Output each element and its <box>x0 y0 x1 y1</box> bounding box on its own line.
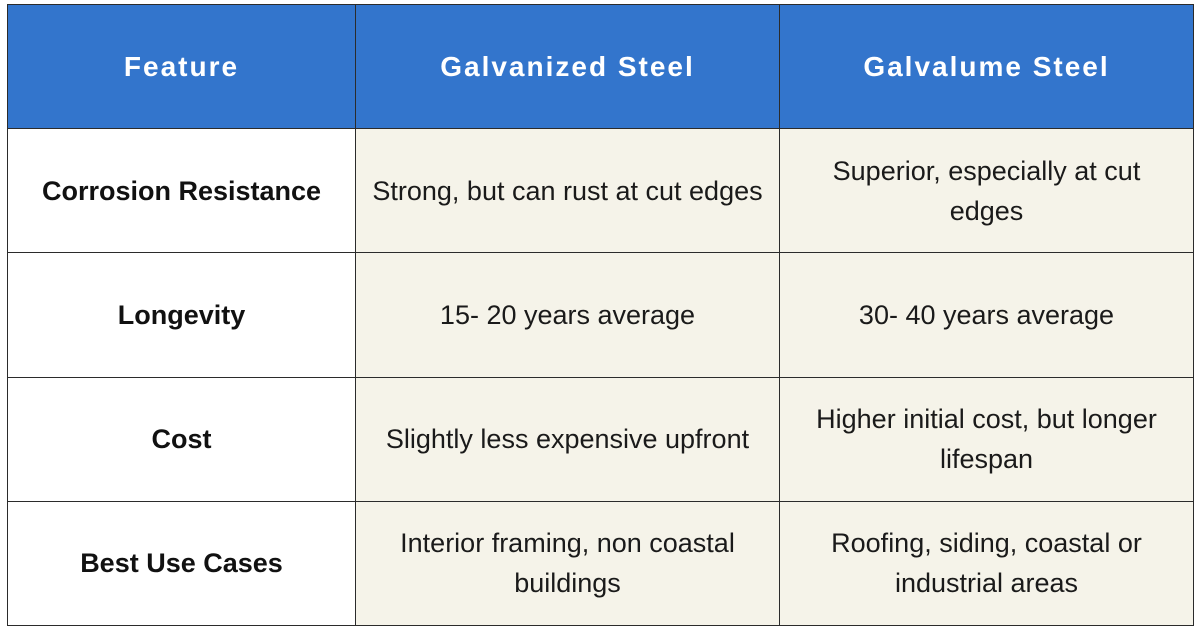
galvanized-cell: Strong, but can rust at cut edges <box>355 127 780 254</box>
galvanized-cell: 15- 20 years average <box>355 252 780 378</box>
table-row: Best Use Cases Interior framing, non coa… <box>7 500 1194 627</box>
galvalume-cell: 30- 40 years average <box>779 252 1194 378</box>
galvalume-cell: Higher initial cost, but longer lifespan <box>779 376 1194 502</box>
feature-cell: Corrosion Resistance <box>7 127 356 254</box>
comparison-table: Feature Galvanized Steel Galvalume Steel… <box>7 4 1194 627</box>
table-header: Feature Galvanized Steel Galvalume Steel <box>7 4 1194 129</box>
galvalume-cell: Roofing, siding, coastal or industrial a… <box>779 500 1194 627</box>
feature-cell: Cost <box>7 376 356 502</box>
table-body: Corrosion Resistance Strong, but can rus… <box>7 127 1194 627</box>
header-galvanized-steel: Galvanized Steel <box>355 4 780 129</box>
table-row: Corrosion Resistance Strong, but can rus… <box>7 127 1194 254</box>
galvalume-cell: Superior, especially at cut edges <box>779 127 1194 254</box>
table-row: Cost Slightly less expensive upfront Hig… <box>7 376 1194 502</box>
feature-cell: Longevity <box>7 252 356 378</box>
table-row: Longevity 15- 20 years average 30- 40 ye… <box>7 252 1194 378</box>
header-galvalume-steel: Galvalume Steel <box>779 4 1194 129</box>
galvanized-cell: Slightly less expensive upfront <box>355 376 780 502</box>
feature-cell: Best Use Cases <box>7 500 356 627</box>
header-feature: Feature <box>7 4 356 129</box>
galvanized-cell: Interior framing, non coastal buildings <box>355 500 780 627</box>
header-row: Feature Galvanized Steel Galvalume Steel <box>7 4 1194 129</box>
